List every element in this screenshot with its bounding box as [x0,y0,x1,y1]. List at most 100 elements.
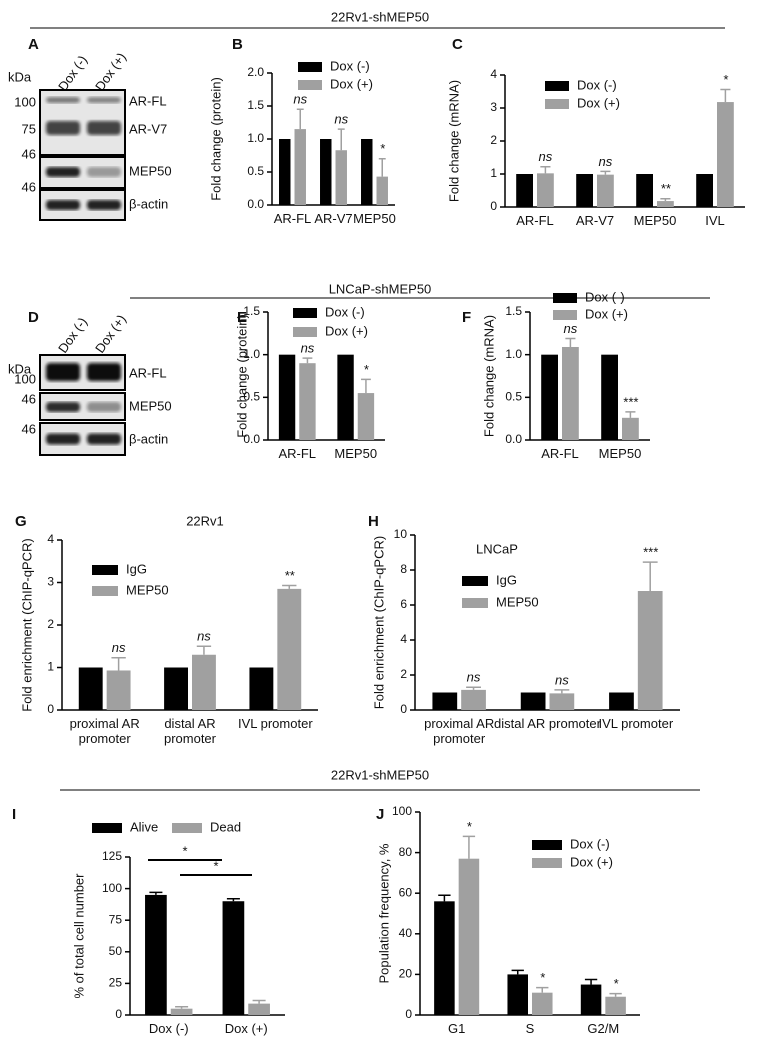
bar [537,173,554,207]
bar [170,1008,193,1015]
x-label-box: AR-FL [541,446,579,461]
error-bar [540,165,551,174]
blot-band [46,121,80,135]
bar [609,692,634,710]
comparison-label: * [182,843,187,858]
x-label-box: MEP50 [353,211,396,226]
mw-marker: 100 [14,94,36,109]
blot-band [87,121,121,135]
significance-label: * [540,970,546,985]
legend-swatch [293,308,317,318]
x-tick-label: proximal AR promoter [69,716,140,746]
protein-label: β-actin [129,431,168,446]
legend-label: Dox (+) [330,76,373,91]
x-label-box: distal AR promoter [494,716,601,731]
blot-band [87,200,121,210]
significance-label: *** [643,545,659,560]
x-tick-label: AR-V7 [575,213,615,228]
y-tick-label: 3 [47,575,54,589]
error-bar [609,992,622,997]
legend-label: Dox (+) [585,306,628,321]
bar [294,129,306,205]
mw-marker: 46 [22,391,36,406]
bar [277,588,302,710]
legend-label: MEP50 [496,594,539,609]
bar [717,102,734,207]
x-tick-label: Dox (+) [224,1021,268,1036]
significance-label: * [363,362,369,377]
y-axis-label: Fold change (protein) [234,314,249,438]
panel-letter: E [237,309,247,326]
legend-label: MEP50 [126,582,169,597]
legend-swatch [532,840,562,850]
y-tick-label: 125 [102,849,122,863]
x-tick-label: S [525,1021,535,1036]
x-tick-label: AR-FL [516,213,554,228]
bar [249,667,274,710]
panel-letter: I [12,806,16,823]
x-label-box: Dox (+) [224,1021,268,1036]
x-label-box: AR-FL [516,213,554,228]
blot-band [87,433,121,445]
significance-label: * [466,819,472,834]
y-tick-label: 75 [109,912,123,926]
y-tick-label: 4 [400,632,407,646]
legend-swatch [462,598,488,608]
bar [337,354,354,440]
bar [461,689,486,710]
y-tick-label: 1 [47,660,54,674]
x-tick-label: MEP50 [598,446,642,461]
y-tick-label: 3 [490,100,497,114]
error-bar [600,170,611,175]
x-label-box: IVL [705,213,725,228]
y-axis-label: Population frequency, % [376,843,391,983]
bar [164,667,188,710]
bar [434,901,455,1015]
significance-label: ns [555,672,569,687]
protein-label: AR-FL [129,93,167,108]
error-bar [466,686,481,690]
x-tick-label: Dox (-) [148,1021,189,1036]
x-label-box: proximal AR promoter [424,716,494,746]
x-tick-label: AR-FL [278,446,317,461]
y-tick-label: 0 [490,199,497,213]
x-label-box: AR-V7 [314,211,352,226]
significance-label: ns [599,154,613,169]
error-bar [462,835,476,859]
y-tick-label: 0.5 [243,390,260,404]
y-tick-label: 20 [399,967,413,981]
error-bar [438,894,451,902]
bar [605,996,626,1015]
blot-band [87,97,121,103]
blot-band [46,167,80,177]
lane-label: Dox (-) [55,53,90,94]
y-tick-label: 1 [490,166,497,180]
legend-swatch [92,565,118,575]
bar [507,974,528,1015]
significance-label: * [613,976,619,991]
error-bar [175,1006,189,1009]
y-axis-label: Fold change (mRNA) [481,315,496,437]
legend-label: Dox (+) [570,854,613,869]
y-tick-label: 80 [399,845,413,859]
x-label-box: proximal AR promoter [69,716,140,746]
bar [278,354,296,440]
bar [622,417,639,440]
significance-label: ** [284,568,295,583]
y-tick-label: 0.0 [247,197,264,211]
section-header: 22Rv1-shMEP50 [331,767,429,782]
error-bar [660,198,671,202]
bar [192,654,216,710]
protein-label: MEP50 [129,163,172,178]
panel-letter: J [376,806,384,823]
legend-swatch [553,310,577,320]
y-axis-label: Fold enrichment (ChIP-qPCR) [371,536,386,709]
y-tick-label: 1.0 [505,347,522,361]
x-label-box: G2/M [587,1021,619,1036]
legend-swatch [92,586,118,596]
x-tick-label: MEP50 [334,446,378,461]
x-label-box: G1 [448,1021,465,1036]
significance-label: ns [301,341,315,356]
x-label-box: MEP50 [634,213,677,228]
x-tick-label: AR-FL [273,211,312,226]
